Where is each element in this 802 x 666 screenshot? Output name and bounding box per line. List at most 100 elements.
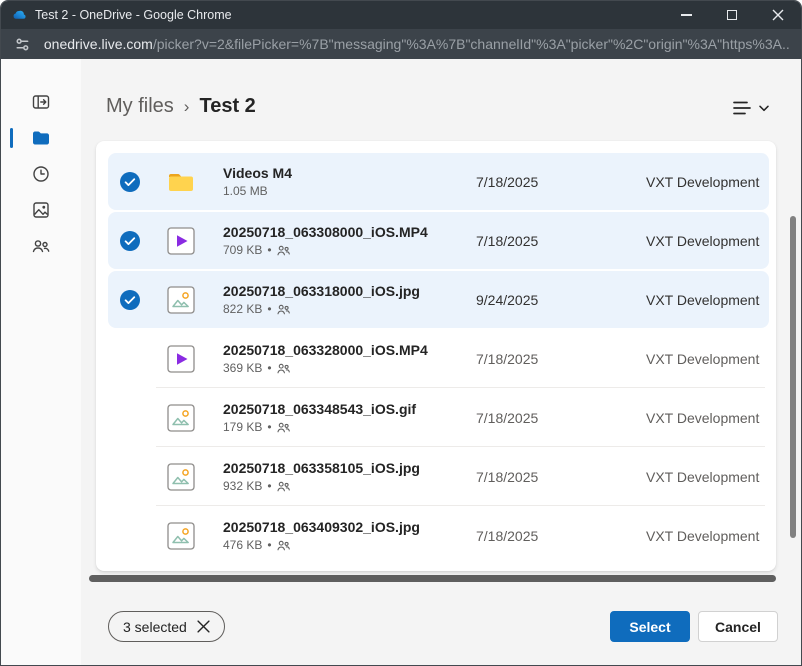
breadcrumb: My files › Test 2 [106, 95, 256, 118]
file-owner: VXT Development [646, 174, 775, 190]
image-file-icon [166, 521, 196, 551]
shared-indicator: • [267, 479, 289, 493]
maximize-button[interactable] [709, 1, 755, 29]
file-date: 7/18/2025 [476, 469, 646, 485]
table-row[interactable]: 20250718_063409302_iOS.jpg 476 KB • 7/18… [108, 507, 769, 564]
video-file-icon [166, 344, 196, 374]
sidebar-item-shared[interactable] [1, 228, 81, 264]
file-date: 7/18/2025 [476, 528, 646, 544]
file-name: 20250718_063409302_iOS.jpg [223, 519, 476, 535]
recent-clock-icon [31, 164, 51, 184]
url-text[interactable]: onedrive.live.com/picker?v=2&filePicker=… [44, 36, 789, 52]
picker-main-area: My files › Test 2 [1, 59, 801, 665]
table-row[interactable]: 20250718_063348543_iOS.gif 179 KB • 7/18… [108, 389, 769, 446]
minimize-button[interactable] [663, 1, 709, 29]
file-date: 9/24/2025 [476, 292, 646, 308]
shared-people-icon [277, 422, 290, 433]
select-button[interactable]: Select [610, 611, 690, 642]
file-meta: 932 KB • [223, 479, 476, 493]
site-settings-icon[interactable] [13, 35, 32, 54]
onedrive-logo-icon [11, 7, 27, 23]
photos-icon [31, 200, 51, 220]
toggle-pane-icon [31, 92, 51, 112]
vertical-scrollbar-thumb[interactable] [790, 216, 796, 538]
file-size: 932 KB [223, 479, 262, 493]
horizontal-scrollbar-thumb[interactable] [89, 575, 776, 582]
file-owner: VXT Development [646, 469, 775, 485]
sidebar-item-my-files[interactable] [1, 120, 81, 156]
file-date: 7/18/2025 [476, 233, 646, 249]
minimize-icon [681, 14, 692, 15]
meta-separator-dot: • [267, 538, 271, 552]
shared-people-icon [277, 304, 290, 315]
close-icon [772, 9, 784, 21]
image-file-icon [166, 285, 196, 315]
folder-icon [165, 166, 197, 198]
selected-checkbox[interactable] [120, 290, 140, 310]
file-date: 7/18/2025 [476, 174, 646, 190]
breadcrumb-my-files[interactable]: My files [106, 95, 174, 118]
list-view-icon [732, 99, 752, 117]
meta-separator-dot: • [267, 243, 271, 257]
shared-people-icon [277, 481, 290, 492]
table-row[interactable]: 20250718_063358105_iOS.jpg 932 KB • 7/18… [108, 448, 769, 505]
table-row[interactable]: 20250718_063328000_iOS.MP4 369 KB • 7/18… [108, 330, 769, 387]
shared-indicator: • [267, 243, 289, 257]
sidebar [1, 59, 81, 665]
shared-indicator: • [267, 420, 289, 434]
table-row[interactable]: 20250718_063308000_iOS.MP4 709 KB • 7/18… [108, 212, 769, 269]
window-titlebar: Test 2 - OneDrive - Google Chrome [1, 1, 801, 29]
file-size: 822 KB [223, 302, 262, 316]
table-row[interactable]: Videos M4 1.05 MB • 7/18/2025 VXT Develo… [108, 153, 769, 210]
view-options-button[interactable] [732, 99, 769, 117]
url-path: /picker?v=2&filePicker=%7B"messaging"%3A… [153, 36, 789, 52]
cancel-button[interactable]: Cancel [698, 611, 778, 642]
shared-people-icon [277, 363, 290, 374]
file-meta: 709 KB • [223, 243, 476, 257]
file-owner: VXT Development [646, 410, 775, 426]
meta-separator-dot: • [267, 479, 271, 493]
maximize-icon [727, 10, 737, 20]
file-size: 709 KB [223, 243, 262, 257]
close-button[interactable] [755, 1, 801, 29]
shared-people-icon [277, 540, 290, 551]
shared-people-icon [31, 236, 51, 256]
shared-people-icon [277, 245, 290, 256]
table-row[interactable]: 20250718_063318000_iOS.jpg 822 KB • 9/24… [108, 271, 769, 328]
file-name: 20250718_063318000_iOS.jpg [223, 283, 476, 299]
selection-count-chip[interactable]: 3 selected [108, 611, 225, 642]
file-size: 369 KB [223, 361, 262, 375]
file-name: 20250718_063308000_iOS.MP4 [223, 224, 476, 240]
file-owner: VXT Development [646, 233, 775, 249]
selected-checkbox[interactable] [120, 172, 140, 192]
shared-indicator: • [267, 302, 289, 316]
file-size: 179 KB [223, 420, 262, 434]
browser-address-bar[interactable]: onedrive.live.com/picker?v=2&filePicker=… [1, 29, 801, 59]
clear-selection-icon[interactable] [197, 620, 210, 633]
file-meta: 369 KB • [223, 361, 476, 375]
image-file-icon [166, 403, 196, 433]
file-meta: 822 KB • [223, 302, 476, 316]
meta-separator-dot: • [267, 302, 271, 316]
sidebar-item-photos[interactable] [1, 192, 81, 228]
file-date: 7/18/2025 [476, 351, 646, 367]
file-meta: 476 KB • [223, 538, 476, 552]
sidebar-item-recent[interactable] [1, 156, 81, 192]
sidebar-item-toggle-pane[interactable] [1, 84, 81, 120]
url-domain: onedrive.live.com [44, 36, 153, 52]
file-date: 7/18/2025 [476, 410, 646, 426]
breadcrumb-separator-icon: › [184, 97, 190, 117]
video-file-icon [166, 226, 196, 256]
file-name: 20250718_063358105_iOS.jpg [223, 460, 476, 476]
my-files-folder-icon [31, 128, 51, 148]
shared-indicator: • [267, 538, 289, 552]
file-list: Videos M4 1.05 MB • 7/18/2025 VXT Develo… [96, 141, 776, 571]
selected-checkbox[interactable] [120, 231, 140, 251]
shared-indicator: • [267, 361, 289, 375]
breadcrumb-current-folder: Test 2 [199, 95, 255, 118]
file-name: 20250718_063348543_iOS.gif [223, 401, 476, 417]
window-title: Test 2 - OneDrive - Google Chrome [35, 8, 663, 22]
file-meta: 179 KB • [223, 420, 476, 434]
file-meta: 1.05 MB • [223, 184, 476, 198]
file-size: 1.05 MB [223, 184, 268, 198]
